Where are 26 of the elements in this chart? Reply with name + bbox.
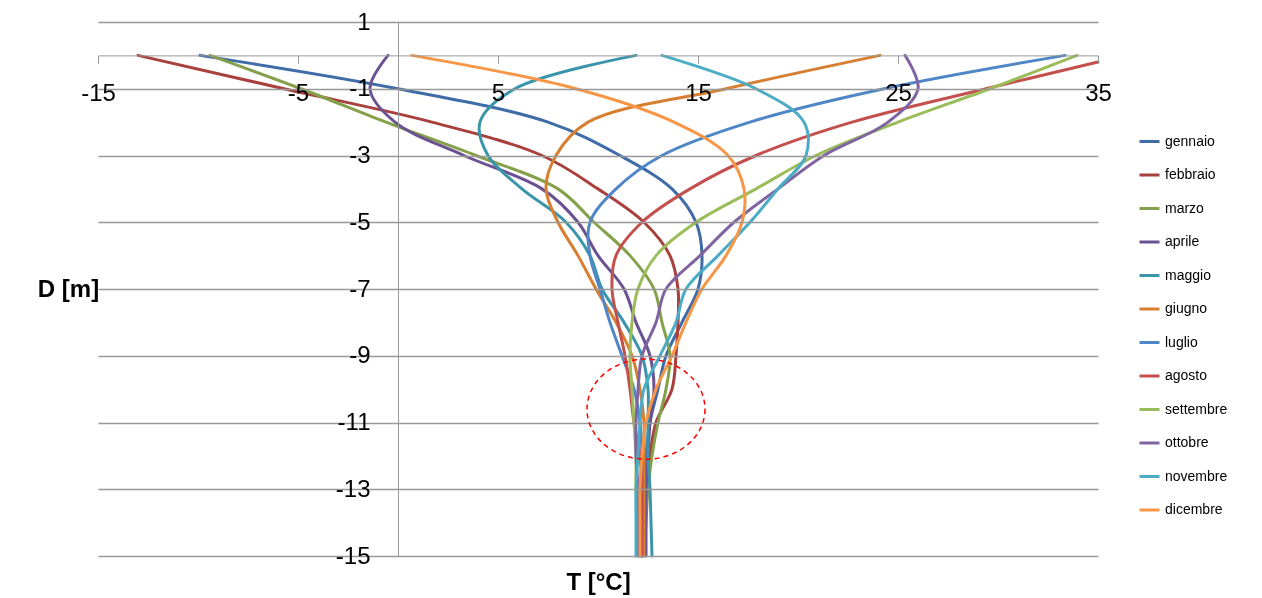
x-tick-label: -15 xyxy=(81,78,116,106)
y-axis-title: D [m] xyxy=(37,274,100,302)
y-tick-label: 1 xyxy=(357,7,371,35)
legend-label: aprile xyxy=(1165,233,1200,249)
legend-label: novembre xyxy=(1165,467,1228,484)
x-axis-title: T [°C] xyxy=(566,567,631,595)
legend-label: settembre xyxy=(1165,400,1228,417)
x-tick-label: 25 xyxy=(885,78,912,106)
legend-label: gennaio xyxy=(1165,132,1216,149)
y-tick-label: -11 xyxy=(337,408,371,435)
legend-label: febbraio xyxy=(1165,166,1216,182)
legend-label: agosto xyxy=(1165,367,1208,383)
legend-label: giugno xyxy=(1165,300,1208,316)
y-tick-label: -15 xyxy=(335,541,371,569)
legend-label: dicembre xyxy=(1165,501,1223,517)
legend-label: luglio xyxy=(1165,333,1198,350)
legend-label: maggio xyxy=(1165,266,1212,283)
x-tick-label: 35 xyxy=(1085,78,1112,106)
y-tick-label: -9 xyxy=(349,341,371,369)
y-tick-label: -3 xyxy=(349,141,371,168)
y-tick-label: -13 xyxy=(335,474,371,502)
legend-label: ottobre xyxy=(1165,434,1209,450)
y-tick-label: -7 xyxy=(349,274,371,302)
x-tick-label: 5 xyxy=(491,78,506,106)
y-tick-label: -5 xyxy=(349,207,371,235)
legend-label: marzo xyxy=(1165,199,1205,216)
